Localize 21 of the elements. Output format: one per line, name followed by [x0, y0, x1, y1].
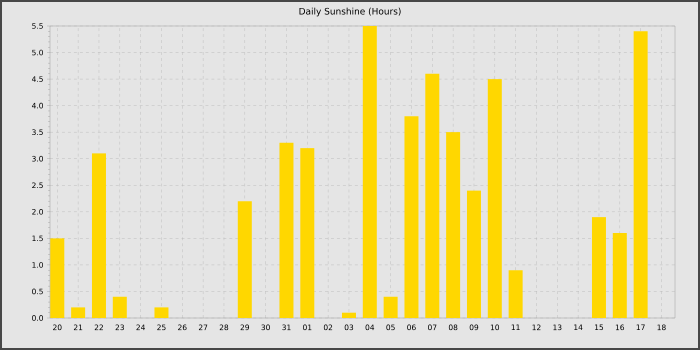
bar — [425, 74, 440, 318]
bar — [466, 190, 481, 318]
bar — [384, 296, 398, 318]
bar — [300, 148, 314, 318]
bar — [446, 132, 460, 318]
bar — [238, 201, 252, 318]
bar — [112, 296, 127, 318]
bar — [342, 312, 356, 318]
bar — [592, 217, 606, 318]
bar — [612, 233, 627, 318]
bar — [362, 26, 377, 318]
bar — [634, 31, 648, 318]
bar — [508, 270, 523, 318]
chart-title: Daily Sunshine (Hours) — [300, 8, 401, 16]
bar — [279, 142, 294, 318]
bar — [71, 307, 86, 318]
bar — [488, 79, 502, 318]
bar — [50, 238, 64, 318]
bar — [92, 153, 106, 318]
bar — [404, 116, 418, 318]
bar — [154, 307, 168, 318]
